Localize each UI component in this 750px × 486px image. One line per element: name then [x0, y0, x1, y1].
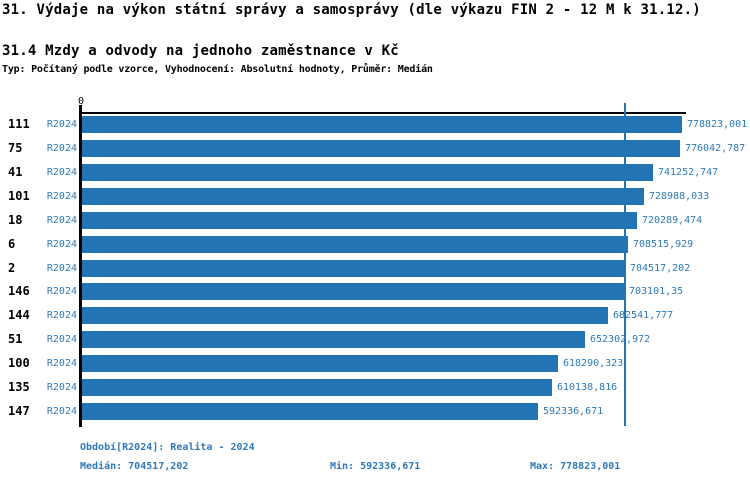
chart-row: 146 R2024 703101,35: [0, 283, 750, 300]
bar-value-label: 652302,972: [590, 334, 651, 345]
bar-value-label: 618290,323: [563, 358, 624, 369]
chart-row: 111 R2024 778823,001: [0, 116, 750, 133]
row-id-label: 51: [8, 332, 23, 346]
row-id-label: 2: [8, 261, 16, 275]
value-bar: [82, 307, 608, 324]
chart-row: 41 R2024 741252,747: [0, 164, 750, 181]
row-id-label: 6: [8, 237, 16, 251]
row-period-label: R2024: [46, 191, 77, 202]
chart-row: 6 R2024 708515,929: [0, 236, 750, 253]
bar-value-label: 728988,033: [649, 191, 710, 202]
value-bar: [82, 236, 628, 253]
chart-row: 144 R2024 682541,777: [0, 307, 750, 324]
value-bar: [82, 188, 644, 205]
chart-row: 18 R2024 720289,474: [0, 212, 750, 229]
row-period-label: R2024: [46, 382, 77, 393]
row-id-label: 111: [8, 117, 30, 131]
median-reference-line: [624, 103, 626, 426]
bar-value-label: 776042,787: [685, 143, 746, 154]
row-id-label: 75: [8, 141, 23, 155]
x-axis-origin-tick-label: 0: [77, 96, 85, 107]
indicator-meta-line: Typ: Počítaný podle vzorce, Vyhodnocení:…: [2, 64, 433, 75]
chart-row: 51 R2024 652302,972: [0, 331, 750, 348]
bar-value-label: 703101,35: [629, 286, 684, 297]
chart-row: 100 R2024 618290,323: [0, 355, 750, 372]
row-id-label: 18: [8, 213, 23, 227]
row-period-label: R2024: [46, 406, 77, 417]
footer-min-stat: Min: 592336,671: [330, 461, 421, 472]
bar-value-label: 704517,202: [630, 263, 691, 274]
row-period-label: R2024: [46, 334, 77, 345]
indicator-subtitle: 31.4 Mzdy a odvody na jednoho zaměstnanc…: [2, 43, 399, 59]
value-bar: [82, 379, 552, 396]
row-id-label: 100: [8, 356, 30, 370]
bar-value-label: 592336,671: [543, 406, 604, 417]
row-id-label: 101: [8, 189, 30, 203]
value-bar: [82, 403, 538, 420]
footer-median-stat: Medián: 704517,202: [80, 461, 189, 472]
row-period-label: R2024: [46, 239, 77, 250]
row-period-label: R2024: [46, 286, 77, 297]
row-id-label: 144: [8, 308, 30, 322]
row-id-label: 135: [8, 380, 30, 394]
value-bar: [82, 283, 624, 300]
value-bar: [82, 140, 680, 157]
report-title: 31. Výdaje na výkon státní správy a samo…: [2, 2, 701, 18]
row-period-label: R2024: [46, 358, 77, 369]
y-axis-line: [79, 105, 82, 427]
row-id-label: 147: [8, 404, 30, 418]
chart-row: 147 R2024 592336,671: [0, 403, 750, 420]
chart-row: 75 R2024 776042,787: [0, 140, 750, 157]
row-period-label: R2024: [46, 263, 77, 274]
bar-value-label: 682541,777: [613, 310, 674, 321]
value-bar: [82, 260, 625, 277]
row-period-label: R2024: [46, 310, 77, 321]
bar-value-label: 778823,001: [687, 119, 748, 130]
chart-row: 135 R2024 610138,816: [0, 379, 750, 396]
row-id-label: 146: [8, 284, 30, 298]
chart-row: 101 R2024 728988,033: [0, 188, 750, 205]
bar-value-label: 720289,474: [642, 215, 703, 226]
value-bar: [82, 164, 653, 181]
chart-row: 2 R2024 704517,202: [0, 260, 750, 277]
value-bar: [82, 355, 558, 372]
bar-value-label: 741252,747: [658, 167, 719, 178]
footer-period-line: Období[R2024]: Realita - 2024: [80, 442, 255, 453]
x-axis-line: [80, 112, 686, 114]
value-bar: [82, 116, 682, 133]
bar-value-label: 610138,816: [557, 382, 618, 393]
row-id-label: 41: [8, 165, 23, 179]
bar-value-label: 708515,929: [633, 239, 694, 250]
footer-max-stat: Max: 778823,001: [530, 461, 621, 472]
value-bar: [82, 331, 585, 348]
row-period-label: R2024: [46, 119, 77, 130]
value-bar: [82, 212, 637, 229]
row-period-label: R2024: [46, 143, 77, 154]
row-period-label: R2024: [46, 167, 77, 178]
row-period-label: R2024: [46, 215, 77, 226]
